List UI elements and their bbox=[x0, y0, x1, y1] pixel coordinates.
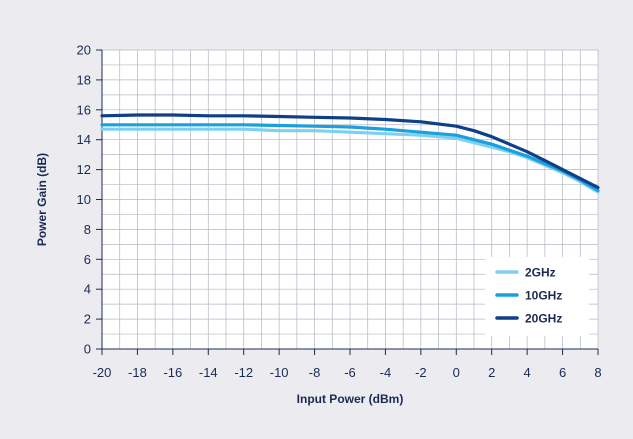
y-tick-label: 8 bbox=[84, 222, 91, 237]
x-tick-label: 4 bbox=[524, 365, 531, 380]
y-tick-label: 2 bbox=[84, 312, 91, 327]
y-tick-label: 14 bbox=[77, 132, 91, 147]
x-tick-label: -14 bbox=[199, 365, 218, 380]
x-tick-label: 6 bbox=[559, 365, 566, 380]
x-axis-title: Input Power (dBm) bbox=[297, 392, 404, 406]
y-tick-label: 10 bbox=[77, 192, 91, 207]
y-axis-title: Power Gain (dB) bbox=[35, 153, 49, 246]
x-tick-label: 0 bbox=[453, 365, 460, 380]
x-tick-label: -6 bbox=[344, 365, 356, 380]
x-tick-label: -20 bbox=[93, 365, 112, 380]
x-tick-label: 8 bbox=[594, 365, 601, 380]
y-tick-label: 12 bbox=[77, 162, 91, 177]
x-tick-label: -18 bbox=[128, 365, 147, 380]
y-tick-label: 6 bbox=[84, 252, 91, 267]
series-line-20ghz bbox=[100, 113, 600, 190]
x-tick-label: -2 bbox=[415, 365, 427, 380]
legend-label-20ghz: 20GHz bbox=[525, 312, 562, 326]
series-line-10ghz bbox=[100, 123, 600, 193]
x-tick-label: -4 bbox=[380, 365, 392, 380]
x-tick-label: -12 bbox=[234, 365, 253, 380]
y-tick-label: 20 bbox=[77, 43, 91, 58]
x-tick-label: -10 bbox=[270, 365, 289, 380]
y-tick-label: 4 bbox=[84, 282, 91, 297]
x-tick-label: -8 bbox=[309, 365, 321, 380]
y-tick-label: 0 bbox=[84, 342, 91, 357]
x-tick-label: -16 bbox=[163, 365, 182, 380]
x-tick-label: 2 bbox=[488, 365, 495, 380]
legend-label-2ghz: 2GHz bbox=[525, 266, 556, 280]
legend-label-10ghz: 10GHz bbox=[525, 289, 562, 303]
y-tick-label: 18 bbox=[77, 72, 91, 87]
y-tick-label: 16 bbox=[77, 102, 91, 117]
